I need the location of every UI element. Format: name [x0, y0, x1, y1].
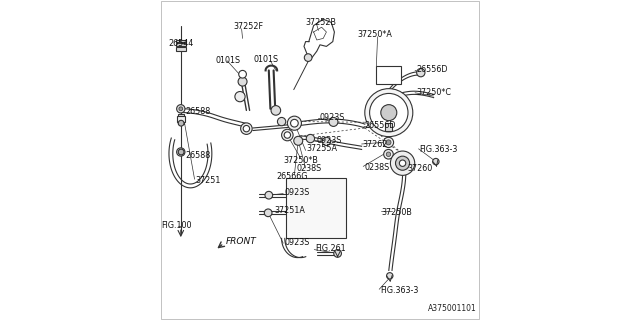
Text: 0923S: 0923S	[284, 238, 310, 247]
Text: 37250B: 37250B	[381, 208, 413, 217]
Text: FIG.363-3: FIG.363-3	[380, 286, 419, 295]
Text: 0238S: 0238S	[364, 163, 389, 172]
Circle shape	[396, 156, 410, 170]
Circle shape	[384, 149, 393, 159]
Circle shape	[399, 160, 406, 166]
Circle shape	[265, 191, 273, 199]
Circle shape	[238, 77, 247, 86]
Circle shape	[386, 140, 391, 145]
Text: 37252B: 37252B	[306, 18, 337, 27]
Circle shape	[370, 93, 408, 132]
Text: 0923S: 0923S	[319, 113, 345, 122]
Circle shape	[306, 134, 315, 143]
Circle shape	[417, 68, 425, 77]
Text: 37250*A: 37250*A	[358, 30, 392, 39]
Circle shape	[365, 89, 413, 137]
Text: 37252F: 37252F	[233, 22, 263, 31]
Text: 37262: 37262	[362, 140, 388, 149]
Circle shape	[291, 119, 298, 127]
Circle shape	[433, 158, 439, 165]
Circle shape	[294, 136, 303, 145]
Circle shape	[322, 137, 331, 146]
Circle shape	[178, 120, 184, 126]
Circle shape	[381, 105, 397, 121]
Text: 37250*C: 37250*C	[416, 88, 451, 97]
Circle shape	[334, 250, 342, 257]
Circle shape	[284, 132, 291, 138]
Text: 0923S: 0923S	[316, 136, 342, 145]
Text: 37251A: 37251A	[275, 206, 305, 215]
Bar	[177, 116, 185, 122]
Text: 0101S: 0101S	[253, 55, 279, 64]
Circle shape	[177, 105, 185, 113]
Bar	[385, 123, 392, 131]
Bar	[176, 47, 186, 51]
Circle shape	[387, 273, 393, 279]
Circle shape	[387, 152, 390, 156]
Circle shape	[235, 92, 245, 102]
Circle shape	[329, 117, 338, 126]
Circle shape	[287, 116, 301, 130]
Bar	[176, 40, 186, 42]
Text: A375001101: A375001101	[428, 304, 477, 313]
Text: 26588: 26588	[185, 151, 210, 160]
Text: 37255A: 37255A	[307, 144, 337, 153]
Circle shape	[271, 106, 281, 115]
Circle shape	[282, 129, 293, 141]
Circle shape	[383, 137, 394, 148]
Circle shape	[305, 54, 312, 61]
Text: FRONT: FRONT	[227, 237, 257, 246]
Circle shape	[390, 151, 415, 175]
Text: 37251: 37251	[195, 176, 221, 185]
Text: 37260: 37260	[408, 164, 433, 173]
Text: 26544: 26544	[168, 39, 193, 48]
Text: 26566G: 26566G	[277, 172, 308, 181]
Text: 26556D: 26556D	[365, 121, 396, 130]
Circle shape	[241, 123, 252, 134]
Bar	[376, 66, 401, 84]
Text: 0101S: 0101S	[215, 56, 240, 65]
Text: 26588: 26588	[185, 107, 210, 116]
Text: FIG.363-3: FIG.363-3	[419, 145, 458, 154]
Bar	[178, 114, 184, 124]
Circle shape	[178, 149, 184, 155]
Circle shape	[243, 125, 250, 132]
Text: 26556D: 26556D	[416, 65, 447, 74]
Circle shape	[264, 209, 272, 217]
Circle shape	[179, 107, 183, 111]
Bar	[287, 178, 346, 238]
Text: 0923S: 0923S	[284, 188, 310, 197]
Text: FIG.261: FIG.261	[315, 244, 346, 253]
Bar	[176, 43, 186, 46]
Circle shape	[278, 117, 286, 126]
Circle shape	[239, 70, 246, 78]
Text: 37250*B: 37250*B	[283, 156, 318, 165]
Circle shape	[177, 148, 185, 156]
Circle shape	[179, 150, 183, 154]
Text: FIG.100: FIG.100	[161, 221, 192, 230]
Text: 0238S: 0238S	[297, 164, 322, 173]
